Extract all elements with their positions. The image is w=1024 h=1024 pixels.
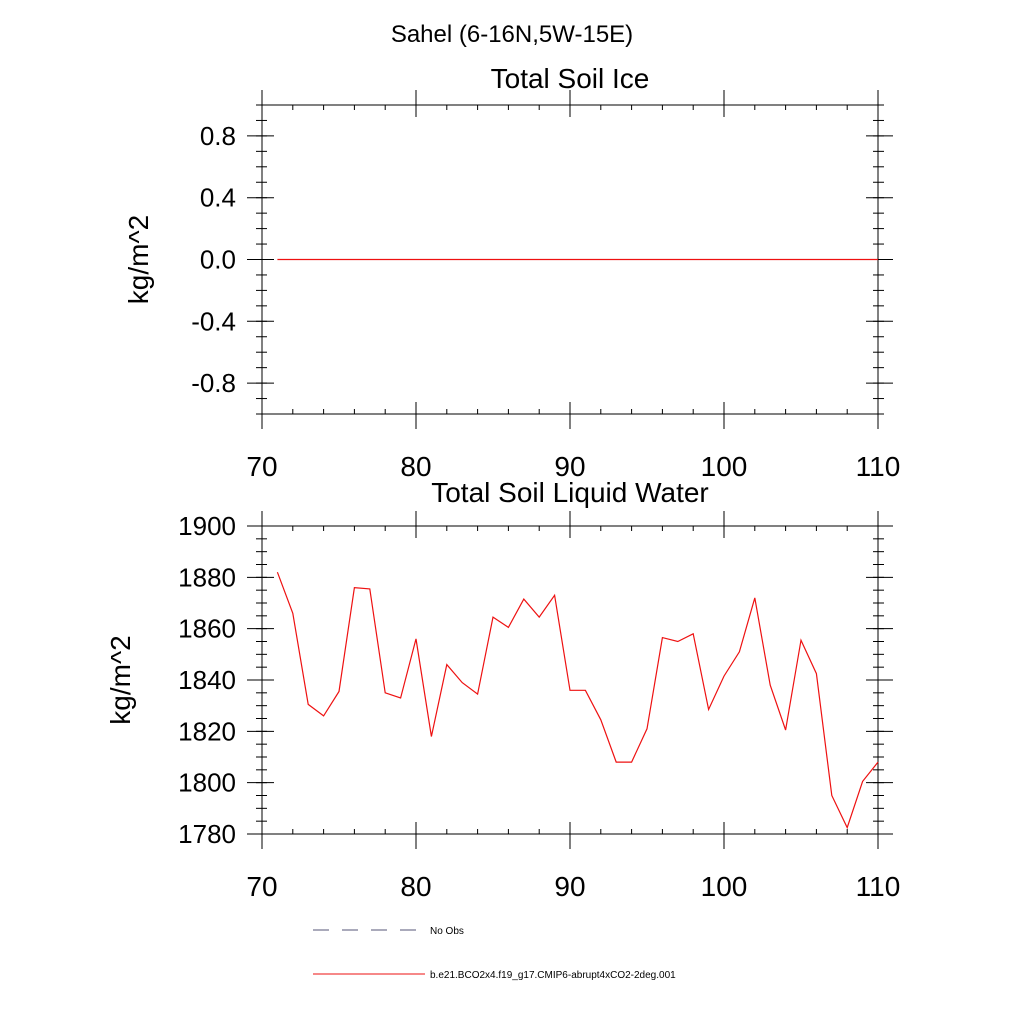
x-tick-label: 90 (554, 451, 585, 482)
x-tick-label: 80 (400, 871, 431, 902)
y-tick-label: -0.4 (191, 306, 236, 336)
y-tick-label: 1880 (178, 562, 236, 592)
y-tick-label: 1840 (178, 665, 236, 695)
x-tick-label: 100 (701, 451, 748, 482)
plot-frame (261, 525, 879, 835)
y-tick-label: -0.8 (191, 368, 236, 398)
y-axis-label: kg/m^2 (105, 635, 136, 724)
chart-panel-soil-ice: Total Soil Ice kg/m^2 70 80 90 100 110 -0.8 -0.4… (123, 63, 900, 482)
x-tick-label: 110 (856, 451, 901, 482)
y-tick-label: 1780 (178, 819, 236, 849)
x-tick-label: 80 (400, 451, 431, 482)
chart-title: Total Soil Ice (491, 63, 650, 94)
x-tick-label: 90 (554, 871, 585, 902)
y-tick-label: 0.8 (200, 121, 236, 151)
y-axis-label: kg/m^2 (123, 215, 154, 304)
x-tick-label: 100 (701, 871, 748, 902)
y-tick-label: 1800 (178, 768, 236, 798)
y-tick-label: 1820 (178, 716, 236, 746)
x-tick-label: 70 (246, 451, 277, 482)
legend: No Obs b.e21.BCO2x4.f19_g17.CMIP6-abrupt… (313, 926, 676, 981)
x-tick-label: 110 (856, 871, 901, 902)
series-line-0 (276, 571, 879, 830)
x-tick-label: 70 (246, 871, 277, 902)
chart-title: Total Soil Liquid Water (431, 477, 709, 508)
y-tick-label: 1860 (178, 614, 236, 644)
y-tick-label: 0.4 (200, 183, 236, 213)
page-title: Sahel (6-16N,5W-15E) (391, 21, 633, 48)
legend-label-no-obs: No Obs (430, 926, 464, 937)
y-tick-label: 0.0 (200, 245, 236, 275)
chart-panel-soil-liquid-water: Total Soil Liquid Water kg/m^2 70 80 90 100 11… (105, 477, 900, 902)
y-tick-label: 1900 (178, 511, 236, 541)
legend-label-model-run: b.e21.BCO2x4.f19_g17.CMIP6-abrupt4xCO2-2… (430, 970, 676, 981)
